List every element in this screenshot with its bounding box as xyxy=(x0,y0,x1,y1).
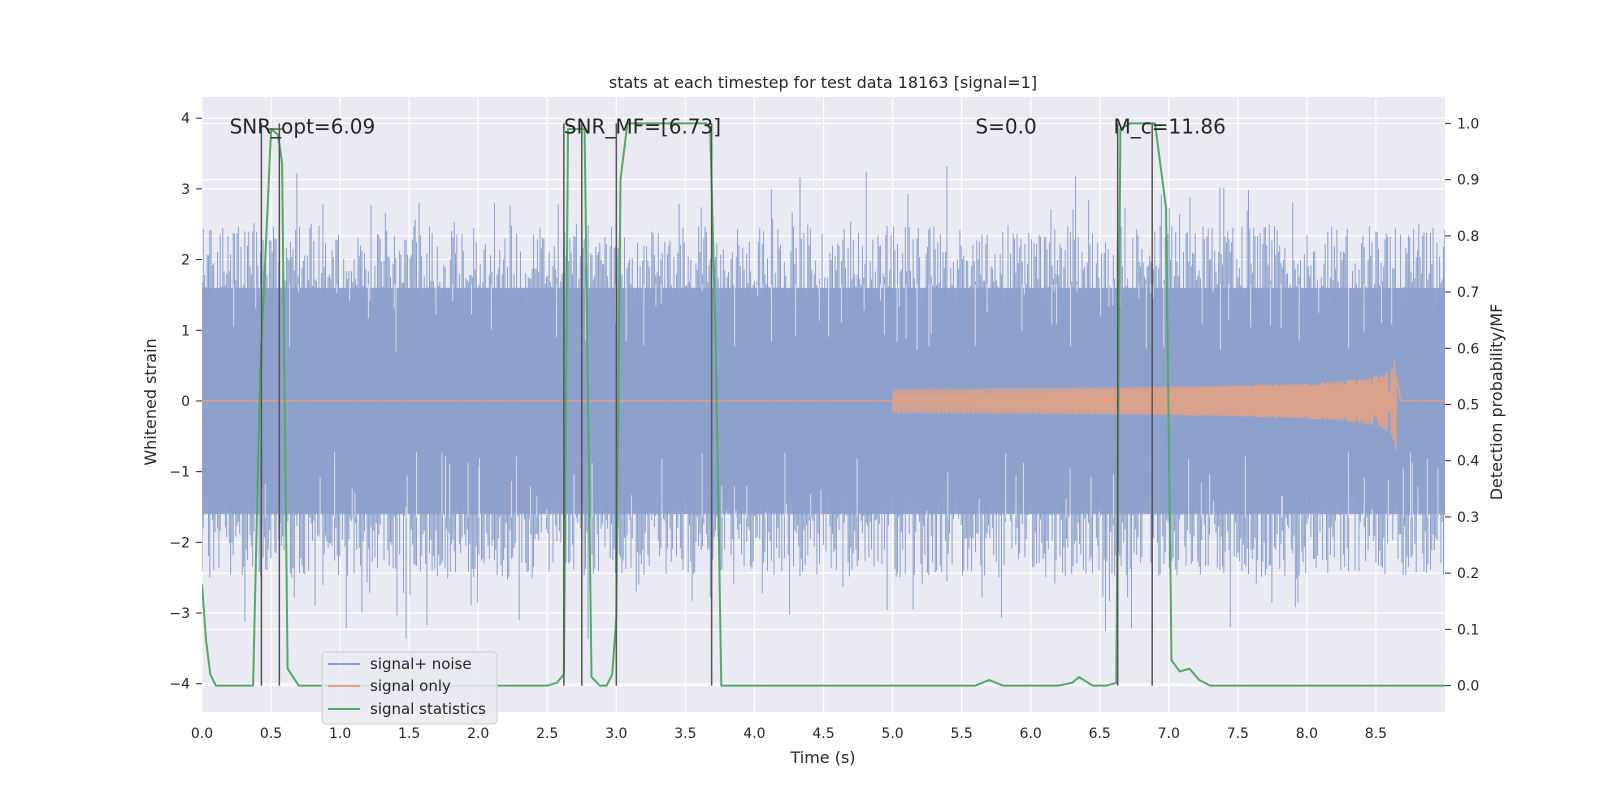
legend-label-signal: signal only xyxy=(370,677,451,695)
legend: signal+ noise signal only signal statist… xyxy=(321,651,498,725)
legend-label-noise: signal+ noise xyxy=(370,655,472,673)
y-axis-label: Whitened strain xyxy=(141,338,160,465)
ticks: 0.0 0.5 1.0 1.5 2.0 2.5 3.0 3.5 4.0 4.5 5.0 5.5 6.0 6… xyxy=(169,111,1479,742)
y-tick-label: 0 xyxy=(181,394,190,410)
y2-tick-label: 0.4 xyxy=(1457,454,1479,470)
annotation: SNR_opt=6.09 xyxy=(230,114,376,138)
y-tick-label: −1 xyxy=(169,465,190,481)
x-tick-label: 4.0 xyxy=(743,726,765,742)
x-axis-label: Time (s) xyxy=(789,748,855,767)
y2-tick-label: 0.8 xyxy=(1457,229,1479,245)
x-tick-label: 4.5 xyxy=(812,726,834,742)
vertical-markers xyxy=(260,123,1153,686)
y-tick-label: 3 xyxy=(181,182,190,198)
noise-gaps xyxy=(233,284,1439,518)
x-tick-label: 7.5 xyxy=(1227,726,1249,742)
x-tick-label: 2.0 xyxy=(467,726,489,742)
chart-title: stats at each timestep for test data 181… xyxy=(609,73,1037,92)
x-tick-label: 8.0 xyxy=(1296,726,1318,742)
x-tick-label: 1.5 xyxy=(398,726,420,742)
y2-tick-label: 0.9 xyxy=(1457,173,1479,189)
x-tick-label: 7.0 xyxy=(1158,726,1180,742)
y2-tick-label: 0.0 xyxy=(1457,679,1479,695)
x-tick-label: 3.0 xyxy=(605,726,627,742)
x-tick-label: 6.0 xyxy=(1020,726,1042,742)
series-signal-statistics xyxy=(202,122,1445,687)
x-tick-label: 0.5 xyxy=(260,726,282,742)
x-tick-label: 5.0 xyxy=(881,726,903,742)
x-tick-label: 5.5 xyxy=(950,726,972,742)
y-tick-label: −2 xyxy=(169,535,190,551)
y-tick-label: 2 xyxy=(181,253,190,269)
y2-tick-label: 0.1 xyxy=(1457,622,1479,638)
y2-tick-label: 1.0 xyxy=(1457,116,1479,132)
y2-tick-label: 0.5 xyxy=(1457,398,1479,414)
y2-tick-label: 0.2 xyxy=(1457,566,1479,582)
y2-tick-label: 0.7 xyxy=(1457,285,1479,301)
annotation: M_c=11.86 xyxy=(1114,114,1226,138)
x-tick-label: 6.5 xyxy=(1089,726,1111,742)
y-tick-label: 1 xyxy=(181,323,190,339)
annotations: SNR_opt=6.09 SNR_MF=[6.73] S=0.0 M_c=11.86 xyxy=(230,114,1226,138)
series-signal-only xyxy=(202,359,1445,451)
legend-label-statistics: signal statistics xyxy=(370,700,486,718)
y-tick-label: 4 xyxy=(181,111,190,127)
x-tick-label: 8.5 xyxy=(1365,726,1387,742)
legend-box xyxy=(321,651,498,725)
y-tick-label: −3 xyxy=(169,606,190,622)
y2-tick-label: 0.3 xyxy=(1457,510,1479,526)
annotation: S=0.0 xyxy=(975,114,1036,138)
annotation: SNR_MF=[6.73] xyxy=(564,114,721,138)
x-tick-label: 1.0 xyxy=(329,726,351,742)
x-tick-label: 2.5 xyxy=(536,726,558,742)
y2-tick-label: 0.6 xyxy=(1457,341,1479,357)
y-tick-label: −4 xyxy=(169,677,190,693)
x-tick-label: 0.0 xyxy=(191,726,213,742)
series-layer xyxy=(202,122,1445,687)
x-tick-label: 3.5 xyxy=(674,726,696,742)
y2-axis-label: Detection probability/MF xyxy=(1487,304,1506,501)
